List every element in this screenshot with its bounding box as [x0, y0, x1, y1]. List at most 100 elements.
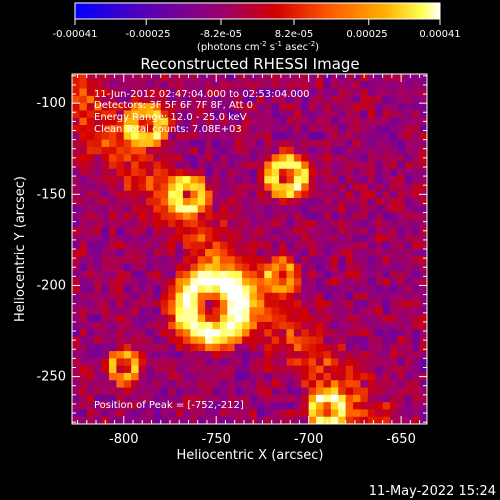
heatmap-cell [323, 139, 332, 148]
heatmap-cell [404, 409, 413, 418]
heatmap-cell [242, 219, 250, 228]
heatmap-cell [79, 321, 88, 330]
heatmap-cell [360, 234, 369, 243]
heatmap-cell [175, 380, 184, 388]
heatmap-cell [293, 241, 302, 250]
heatmap-cell [264, 270, 273, 279]
heatmap-cell [219, 387, 228, 396]
heatmap-cell [131, 270, 139, 279]
heatmap-cell [345, 241, 354, 250]
heatmap-cell [308, 81, 317, 89]
heatmap-cell [94, 139, 102, 148]
heatmap-cell [249, 110, 258, 119]
heatmap-cell [72, 197, 80, 206]
heatmap-cell [79, 183, 88, 192]
heatmap-cell [412, 234, 421, 243]
heatmap-cell [101, 409, 110, 418]
heatmap-cell [293, 103, 302, 111]
heatmap-cell [131, 146, 139, 155]
heatmap-cell [79, 139, 88, 148]
heatmap-cell [367, 154, 376, 162]
heatmap-cell [293, 285, 302, 294]
heatmap-cell [175, 343, 184, 352]
heatmap-cell [227, 402, 236, 410]
heatmap-cell [160, 212, 169, 221]
heatmap-cell [153, 365, 162, 374]
heatmap-cell [390, 234, 398, 243]
heatmap-cell [382, 212, 391, 221]
heatmap-cell [160, 343, 169, 352]
heatmap-cell [308, 285, 317, 294]
heatmap-cell [330, 74, 339, 82]
heatmap-cell [234, 81, 243, 89]
heatmap-cell [86, 263, 95, 272]
heatmap-cell [190, 365, 199, 374]
heatmap-cell [212, 183, 221, 192]
heatmap-cell [160, 249, 169, 257]
heatmap-cell [308, 394, 317, 403]
heatmap-cell [79, 234, 88, 243]
heatmap-cell [101, 387, 110, 396]
heatmap-cell [145, 197, 154, 206]
heatmap-cell [175, 132, 184, 141]
heatmap-cell [190, 380, 199, 388]
heatmap-cell [160, 110, 169, 119]
heatmap-cell [293, 139, 302, 148]
heatmap-cell [412, 307, 421, 316]
heatmap-cell [316, 176, 324, 184]
heatmap-cell [382, 249, 391, 257]
heatmap-cell [249, 154, 258, 162]
heatmap-cell [293, 394, 302, 403]
heatmap-cell [234, 416, 243, 425]
heatmap-cell [182, 263, 191, 272]
heatmap-cell [375, 205, 384, 213]
heatmap-cell [175, 285, 184, 294]
heatmap-cell [279, 256, 287, 264]
heatmap-cell [94, 110, 102, 119]
heatmap-cell [264, 227, 273, 235]
heatmap-cell [219, 110, 228, 119]
heatmap-cell [94, 74, 102, 82]
heatmap-cell [138, 81, 147, 89]
heatmap-cell [182, 387, 191, 396]
heatmap-cell [360, 307, 369, 316]
heatmap-cell [205, 409, 213, 418]
heatmap-cell [94, 168, 102, 177]
heatmap-cell [338, 125, 347, 133]
heatmap-cell [323, 394, 332, 403]
heatmap-cell [205, 103, 213, 111]
heatmap-cell [227, 336, 236, 345]
heatmap-cell [412, 190, 421, 199]
heatmap-cell [145, 110, 154, 119]
heatmap-cell [227, 234, 236, 243]
heatmap-cell [227, 227, 236, 235]
heatmap-cell [79, 409, 88, 418]
heatmap-cell [323, 212, 332, 221]
heatmap-cell [419, 183, 428, 192]
heatmap-cell [249, 81, 258, 89]
heatmap-cell [338, 249, 347, 257]
heatmap-cell [108, 343, 117, 352]
heatmap-cell [271, 358, 280, 367]
heatmap-cell [286, 81, 295, 89]
heatmap-cell [101, 197, 110, 206]
heatmap-cell [94, 125, 102, 133]
heatmap-cell [242, 307, 250, 316]
heatmap-cell [330, 139, 339, 148]
colorbar-tick-label: -8.2e-05 [200, 29, 242, 40]
heatmap-cell [256, 103, 265, 111]
heatmap-cell [412, 95, 421, 104]
heatmap-cell [116, 314, 125, 323]
heatmap-cell [249, 402, 258, 410]
heatmap-cell [264, 241, 273, 250]
heatmap-cell [338, 256, 347, 264]
heatmap-cell [249, 125, 258, 133]
heatmap-cell [242, 321, 250, 330]
heatmap-cell [116, 416, 125, 425]
heatmap-cell [330, 146, 339, 155]
heatmap-cell [375, 394, 384, 403]
heatmap-cell [279, 88, 287, 97]
heatmap-cell [279, 125, 287, 133]
heatmap-cell [286, 292, 295, 301]
heatmap-cell [168, 358, 176, 367]
